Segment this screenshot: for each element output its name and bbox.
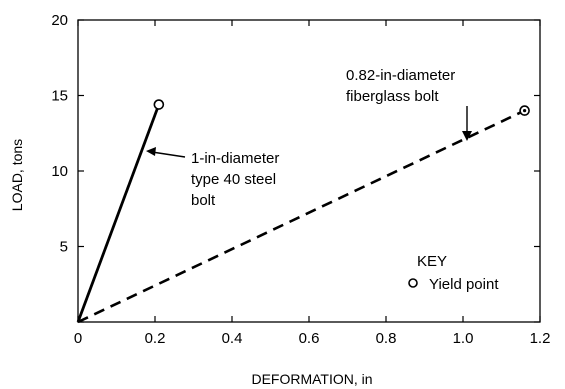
key-yield-point-label: Yield point: [429, 276, 499, 293]
x-tick-label: 1.2: [530, 330, 551, 347]
y-tick-label: 5: [60, 239, 68, 256]
y-tick-label: 10: [51, 163, 68, 180]
series-group: [76, 99, 530, 324]
steel-bolt-label-line: type 40 steel: [191, 171, 276, 188]
x-tick-label: 0.4: [222, 330, 243, 347]
x-tick-label: 1.0: [453, 330, 474, 347]
y-ticks: 5 10 15 20: [51, 12, 540, 323]
steel-bolt-yield-point: [153, 99, 165, 110]
x-ticks: 0 0.2 0.4 0.6 0.8 1.0 1.2: [74, 20, 551, 347]
steel-bolt-label-line: 1-in-diameter: [191, 150, 279, 167]
y-tick-label: 15: [51, 88, 68, 105]
fiberglass-bolt-line: [77, 109, 526, 324]
y-axis-label: LOAD, tons: [9, 139, 25, 211]
key-title: KEY: [417, 253, 447, 270]
steel-bolt-arrow-shaft: [151, 151, 186, 158]
fiberglass-bolt-end-dot: [523, 109, 527, 113]
x-tick-label: 0: [74, 330, 82, 347]
x-tick-label: 0.2: [145, 330, 166, 347]
x-tick-label: 0.8: [376, 330, 397, 347]
annotations: 1-in-diameter type 40 steel bolt 0.82-in-di…: [146, 67, 472, 209]
x-tick-label: 0.6: [299, 330, 320, 347]
fiberglass-bolt-label-line: fiberglass bolt: [346, 88, 439, 105]
y-tick-label: 20: [51, 12, 68, 29]
steel-bolt-arrowhead: [146, 147, 156, 156]
x-axis-label: DEFORMATION, in: [251, 371, 372, 387]
fiberglass-bolt-arrowhead: [462, 131, 472, 141]
fiberglass-bolt-label-line: 0.82-in-diameter: [346, 67, 455, 84]
key-yield-point-marker: [408, 278, 418, 288]
steel-bolt-line: [76, 104, 161, 323]
steel-bolt-label-line: bolt: [191, 192, 216, 209]
